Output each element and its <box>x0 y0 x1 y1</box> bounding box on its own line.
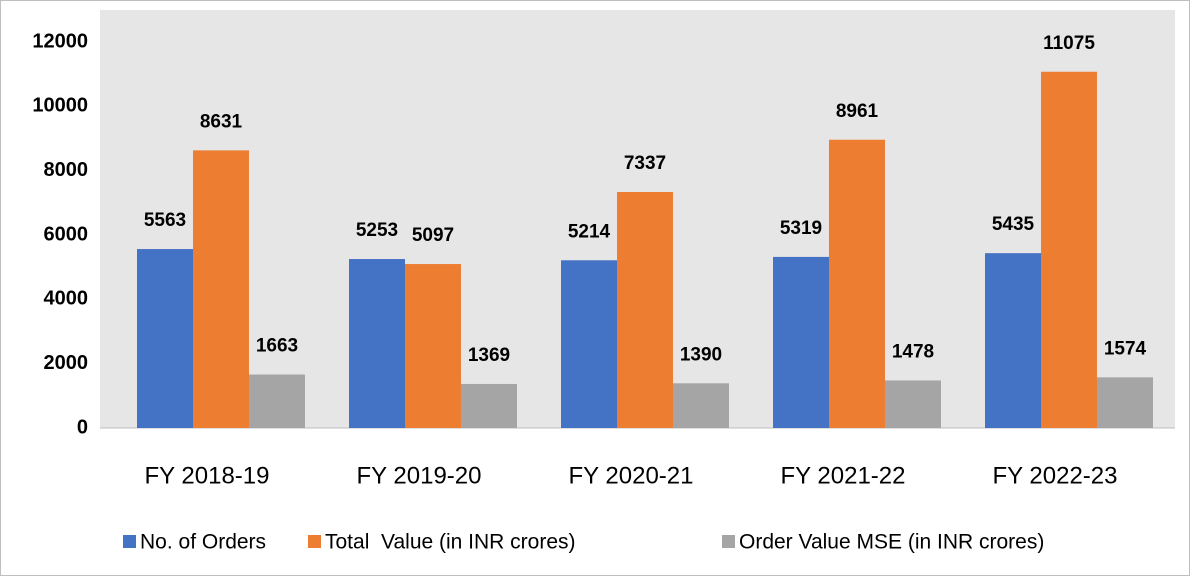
bar <box>885 380 941 428</box>
data-label: 5563 <box>144 210 186 231</box>
data-label: 5435 <box>992 214 1035 235</box>
data-label: 5319 <box>780 218 822 239</box>
data-label: 1663 <box>256 336 298 357</box>
y-tick-label: 4000 <box>44 288 89 310</box>
bar <box>349 259 405 428</box>
legend-label: No. of Orders <box>140 531 266 554</box>
bar <box>673 383 729 428</box>
bar <box>137 249 193 428</box>
y-tick-label: 8000 <box>44 159 89 181</box>
legend-swatch <box>308 535 321 548</box>
data-label: 5097 <box>412 225 454 246</box>
data-label: 1390 <box>680 344 722 365</box>
bar <box>1097 377 1153 428</box>
bar <box>829 139 885 428</box>
bar <box>617 191 673 428</box>
data-label: 7337 <box>624 153 666 174</box>
x-tick-label: FY 2022-23 <box>993 462 1118 489</box>
legend-swatch <box>123 535 136 548</box>
data-label: 5214 <box>568 221 611 242</box>
bar <box>249 374 305 428</box>
y-tick-label: 2000 <box>44 352 89 374</box>
bar <box>405 264 461 428</box>
legend-swatch <box>722 535 735 548</box>
y-tick-label: 6000 <box>44 223 89 245</box>
data-label: 5253 <box>356 220 398 241</box>
x-tick-label: FY 2020-21 <box>569 462 694 489</box>
data-label: 1478 <box>892 341 934 362</box>
bar <box>1041 71 1097 429</box>
bar <box>985 253 1041 428</box>
bar <box>461 383 517 428</box>
y-tick-label: 0 <box>77 416 88 438</box>
data-label: 11075 <box>1043 33 1095 54</box>
data-label: 1369 <box>468 345 510 366</box>
y-tick-label: 12000 <box>32 30 88 52</box>
bar <box>193 150 249 428</box>
data-label: 8631 <box>200 111 243 132</box>
data-label: 1574 <box>1104 338 1147 359</box>
x-tick-label: FY 2021-22 <box>781 462 906 489</box>
x-tick-label: FY 2019-20 <box>357 462 482 489</box>
bar <box>773 256 829 428</box>
legend-label: Total Value (in INR crores) <box>325 531 576 554</box>
y-tick-label: 10000 <box>32 95 88 117</box>
legend-label: Order Value MSE (in INR crores) <box>739 531 1044 554</box>
x-tick-label: FY 2018-19 <box>145 462 270 489</box>
bar <box>561 260 617 428</box>
data-label: 8961 <box>836 101 879 122</box>
